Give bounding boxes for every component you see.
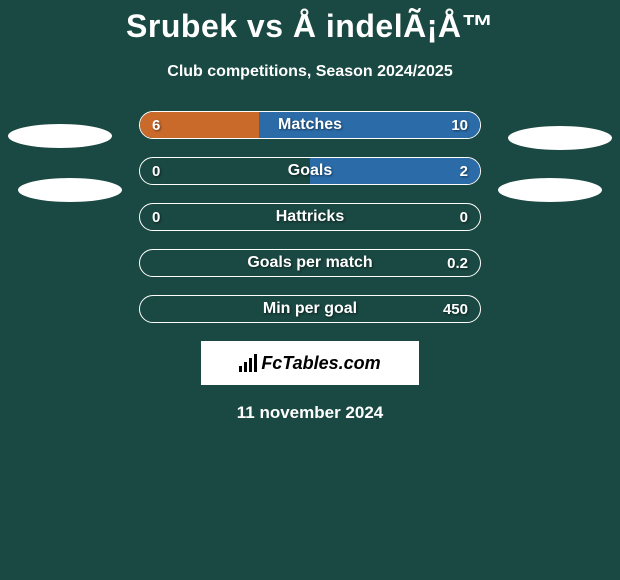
stat-label: Goals per match bbox=[140, 254, 480, 272]
logo-label: FcTables.com bbox=[261, 353, 380, 374]
stat-row-goals: 0 Goals 2 bbox=[139, 157, 481, 185]
stat-row-matches: 6 Matches 10 bbox=[139, 111, 481, 139]
value-right: 2 bbox=[460, 163, 468, 180]
logo-box: FcTables.com bbox=[201, 341, 419, 385]
bars-icon bbox=[239, 354, 257, 372]
value-right: 0.2 bbox=[447, 255, 468, 272]
comparison-title: Srubek vs Å indelÃ¡Å™ bbox=[0, 0, 620, 45]
stat-row-goals-per-match: Goals per match 0.2 bbox=[139, 249, 481, 277]
value-right: 450 bbox=[443, 301, 468, 318]
date-text: 11 november 2024 bbox=[0, 403, 620, 423]
stat-row-min-per-goal: Min per goal 450 bbox=[139, 295, 481, 323]
comparison-subtitle: Club competitions, Season 2024/2025 bbox=[0, 63, 620, 81]
stat-label: Hattricks bbox=[140, 208, 480, 226]
logo: FcTables.com bbox=[239, 353, 380, 374]
stat-row-hattricks: 0 Hattricks 0 bbox=[139, 203, 481, 231]
value-right: 0 bbox=[460, 209, 468, 226]
value-right: 10 bbox=[451, 117, 468, 134]
stats-container: 6 Matches 10 0 Goals 2 0 Hattricks 0 Goa… bbox=[0, 111, 620, 423]
stat-label: Min per goal bbox=[140, 300, 480, 318]
stat-label: Matches bbox=[140, 116, 480, 134]
stat-label: Goals bbox=[140, 162, 480, 180]
